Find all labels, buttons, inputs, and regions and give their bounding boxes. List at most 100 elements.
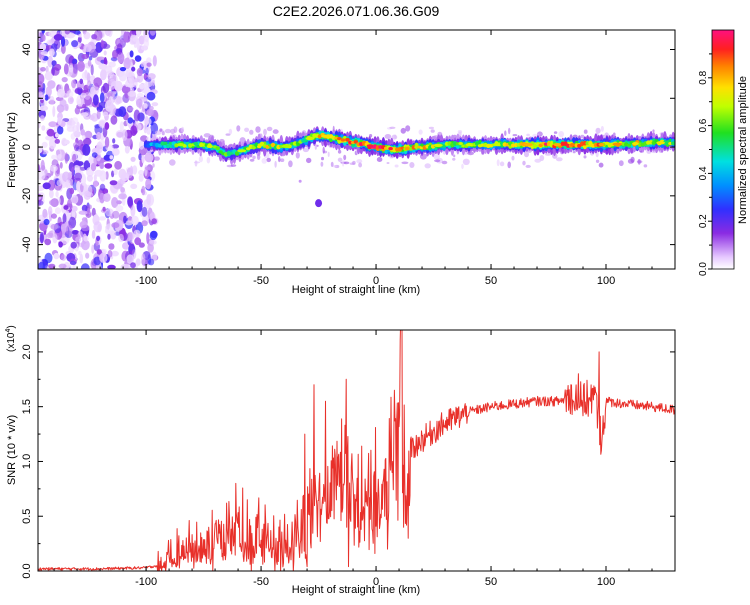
- ridge-peak: [632, 142, 639, 146]
- noise-blob: [93, 179, 99, 188]
- noise-blob: [136, 30, 141, 38]
- noise-blob: [104, 100, 114, 112]
- noise-blob: [146, 91, 156, 101]
- noise-blob: [129, 50, 134, 58]
- noise-blob: [77, 60, 85, 72]
- noise-blob: [40, 115, 45, 121]
- noise-blob: [107, 264, 116, 269]
- faint-blob: [159, 128, 163, 132]
- faint-blob: [595, 159, 600, 163]
- ridge-peak: [206, 144, 213, 149]
- noise-blob: [119, 121, 124, 132]
- noise-blob: [91, 229, 96, 239]
- noise-blob: [105, 225, 110, 230]
- noise-blob: [127, 106, 134, 111]
- colorbar-ticks: 0.0 0.2 0.4 0.6 0.8: [698, 53, 712, 276]
- faint-blob: [424, 163, 431, 169]
- noise-blob: [136, 98, 143, 108]
- noise-blob: [111, 170, 115, 178]
- colorbar-tick-label: 0.4: [698, 166, 709, 180]
- noise-blob: [74, 87, 84, 94]
- noise-blob: [136, 39, 140, 51]
- noise-blob: [146, 126, 152, 135]
- noise-blob: [147, 73, 156, 80]
- ridge-cell: [166, 143, 171, 149]
- noise-blob: [64, 152, 69, 164]
- noise-blob: [91, 152, 98, 158]
- noise-blob: [128, 232, 134, 243]
- noise-blob: [106, 70, 115, 76]
- noise-blob: [115, 205, 124, 212]
- x-tick-label: 100: [597, 576, 615, 588]
- noise-blob: [49, 189, 54, 199]
- noise-blob: [54, 207, 61, 215]
- faint-blob: [504, 130, 507, 136]
- noise-blob: [80, 263, 90, 269]
- faint-blob: [266, 157, 272, 163]
- faint-blob: [266, 126, 273, 132]
- noise-blob: [86, 72, 91, 83]
- x-tick-label: 50: [485, 275, 497, 287]
- noise-blob: [132, 37, 138, 42]
- noise-blob: [38, 170, 46, 181]
- ridge-peak: [305, 136, 315, 141]
- noise-blob: [72, 125, 79, 136]
- noise-blob: [143, 38, 149, 49]
- noise-blob: [121, 85, 131, 94]
- faint-blob: [173, 126, 178, 133]
- noise-blob: [99, 63, 108, 70]
- noise-blob: [136, 200, 143, 213]
- faint-blob: [394, 164, 399, 168]
- noise-blob: [114, 160, 122, 170]
- ridge-cell: [193, 141, 198, 146]
- y-tick-label: -20: [21, 188, 33, 204]
- faint-blob: [524, 151, 529, 158]
- noise-blob: [102, 206, 106, 212]
- ridge-peak: [281, 144, 291, 148]
- y-tick-label: 0: [21, 144, 33, 150]
- noise-blob: [96, 131, 102, 140]
- faint-blob: [401, 161, 409, 165]
- faint-blob: [409, 162, 415, 168]
- noise-blob: [90, 64, 94, 76]
- noise-blob: [42, 208, 48, 218]
- faint-blob: [496, 159, 500, 167]
- noise-blob: [131, 215, 139, 226]
- faint-blob: [511, 155, 515, 161]
- noise-blob: [59, 99, 67, 107]
- noise-blob: [141, 220, 148, 227]
- y-tick-label: 1.0: [21, 454, 33, 469]
- faint-blob: [428, 126, 434, 130]
- faint-blob: [249, 158, 255, 162]
- noise-blob: [99, 92, 105, 103]
- noise-blob: [130, 125, 138, 136]
- faint-blob: [572, 150, 576, 154]
- snr-panel: -100 -50 0 50 100 0.0 0.5 1.0 1.5 2.0 Height of s…: [5, 325, 676, 596]
- spectrogram-panel: -100 -50 0 50 100 -40 -20 0 20 40 Height of strai…: [6, 29, 676, 296]
- faint-blob: [580, 134, 585, 139]
- noise-blob: [49, 165, 58, 172]
- noise-blob: [44, 71, 53, 81]
- faint-blob: [180, 126, 185, 133]
- noise-blob: [146, 57, 152, 64]
- noise-blob: [57, 154, 62, 159]
- faint-blob: [461, 163, 464, 170]
- faint-blob: [320, 161, 324, 167]
- faint-blob: [499, 161, 505, 167]
- noise-blob: [111, 144, 120, 149]
- noise-blob: [86, 80, 92, 90]
- faint-blob: [198, 155, 203, 163]
- noise-blob: [74, 172, 83, 181]
- noise-blob: [104, 30, 112, 37]
- noise-blob: [151, 79, 155, 87]
- noise-blob: [58, 263, 67, 269]
- noise-blob: [120, 187, 125, 193]
- noise-blob: [41, 125, 46, 131]
- faint-blob: [333, 165, 337, 168]
- noise-blob: [51, 213, 57, 219]
- colorbar-tick-label: 0.8: [698, 70, 709, 84]
- noise-blob: [71, 230, 80, 235]
- ridge-peak: [257, 143, 264, 147]
- noise-blob: [38, 200, 44, 206]
